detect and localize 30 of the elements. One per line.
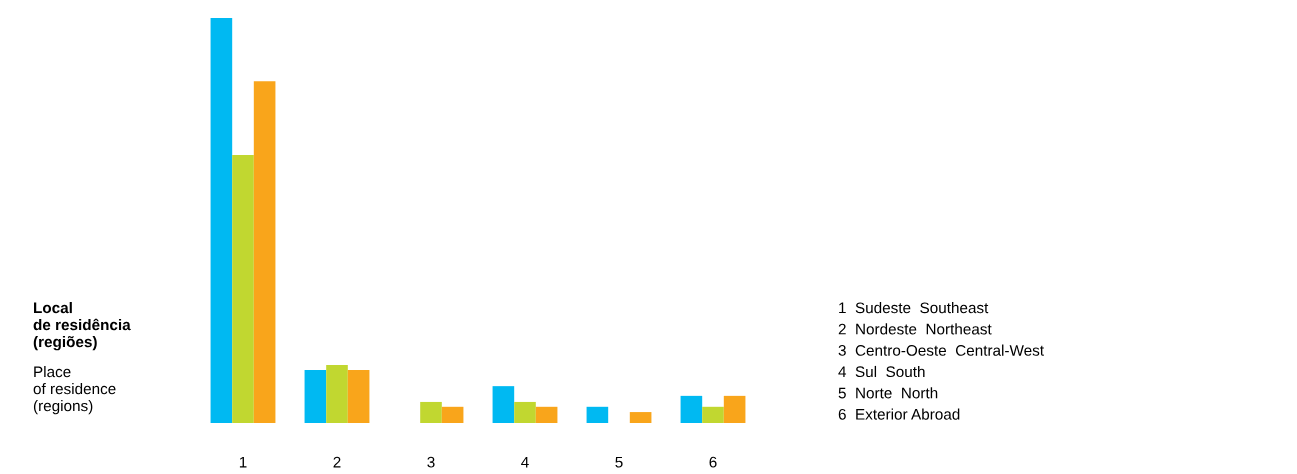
bar (535, 406, 558, 423)
bar (304, 369, 327, 423)
bar (232, 154, 254, 423)
bar (629, 412, 652, 423)
text: 6 Exterior Abroad (838, 408, 960, 420)
bar (420, 401, 442, 423)
bar (702, 406, 724, 423)
bar (347, 369, 370, 423)
text: 5 Norte North (838, 387, 938, 399)
x-tick-label: 3 (427, 456, 435, 468)
bar (680, 395, 703, 423)
bar (492, 386, 515, 423)
x-tick-label: 6 (709, 456, 717, 468)
bar (326, 365, 348, 423)
x-tick-label: 2 (333, 456, 341, 468)
bar (514, 401, 536, 423)
text: Place of residence (regions) (33, 366, 116, 415)
bar (723, 395, 746, 423)
bar (586, 406, 609, 423)
bar (253, 81, 276, 423)
x-tick-label: 4 (521, 456, 529, 468)
x-tick-label: 1 (239, 456, 247, 468)
bar (441, 406, 464, 423)
text: 2 Nordeste Northeast (838, 323, 992, 335)
text: 1 Sudeste Southeast (839, 302, 989, 314)
text: Local de residência (regiões) (33, 302, 131, 351)
x-tick-label: 5 (615, 456, 623, 468)
bar (210, 18, 233, 423)
text: 4 Sul South (838, 365, 925, 378)
text: 3 Centro-Oeste Central-West (838, 344, 1044, 356)
